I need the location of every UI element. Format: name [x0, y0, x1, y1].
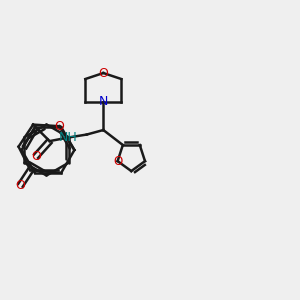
Text: O: O	[16, 179, 26, 192]
Text: O: O	[55, 120, 64, 133]
Text: NH: NH	[59, 131, 78, 144]
Text: O: O	[113, 154, 122, 168]
Text: O: O	[31, 150, 41, 163]
Text: O: O	[98, 67, 108, 80]
Text: N: N	[99, 95, 108, 108]
